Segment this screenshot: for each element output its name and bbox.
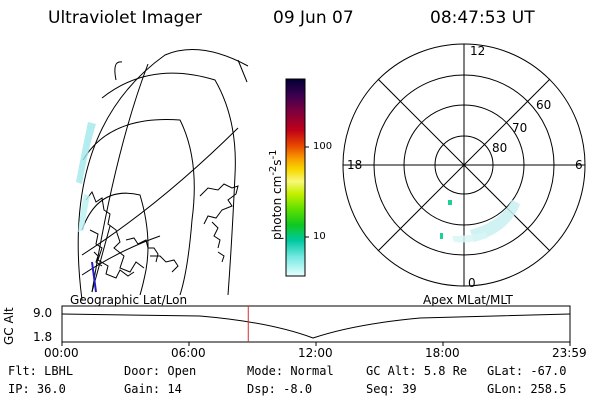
timeline-ytick-low: 1.8 xyxy=(33,330,53,344)
colorbar-tick-100: 100 xyxy=(313,141,333,152)
satellite-nadir-track xyxy=(91,261,97,293)
status-glat: GLat: -67.0 xyxy=(487,364,567,378)
altitude-curve xyxy=(61,313,571,339)
mlat-label-70: 70 xyxy=(512,121,528,135)
observation-time: 08:47:53 UT xyxy=(430,8,535,28)
status-door: Door: Open xyxy=(124,364,197,378)
timeline-ytick-high: 9.0 xyxy=(33,306,53,320)
mlat-label-60: 60 xyxy=(536,98,552,112)
status-glon: GLon: 258.5 xyxy=(487,382,567,396)
timeline-xtick-0000: 00:00 xyxy=(44,346,79,360)
timeline-xtick-0600: 06:00 xyxy=(171,346,206,360)
status-gain: Gain: 14 xyxy=(124,382,182,396)
mlt-label-bottom: 0 xyxy=(468,276,476,290)
status-mode: Mode: Normal xyxy=(247,364,334,378)
timeline-xtick-2359: 23:59 xyxy=(552,346,587,360)
observation-date: 09 Jun 07 xyxy=(273,8,354,28)
status-filter: Flt: LBHL xyxy=(8,364,74,378)
instrument-title: Ultraviolet Imager xyxy=(48,8,202,28)
status-ip: IP: 36.0 xyxy=(8,382,66,396)
status-gc-alt: GC Alt: 5.8 Re xyxy=(366,364,468,378)
mlt-label-left: 18 xyxy=(347,158,363,172)
timeline-right-title: Apex MLat/MLT xyxy=(423,293,513,307)
aurora-emission-polar xyxy=(440,200,520,243)
mlt-label-right: 6 xyxy=(575,158,583,172)
mlt-label-top: 12 xyxy=(470,44,486,58)
timeline-xtick-1200: 12:00 xyxy=(298,346,333,360)
aurora-emission-geo xyxy=(76,122,96,232)
mlat-label-80: 80 xyxy=(492,141,508,155)
timeline-xtick-1800: 18:00 xyxy=(425,346,460,360)
status-dsp: Dsp: -8.0 xyxy=(247,382,313,396)
timeline-ylabel: GC Alt xyxy=(2,307,16,345)
timeline-left-title: Geographic Lat/Lon xyxy=(70,293,188,307)
colorbar-tick-10: 10 xyxy=(313,231,326,242)
status-seq: Seq: 39 xyxy=(366,382,417,396)
